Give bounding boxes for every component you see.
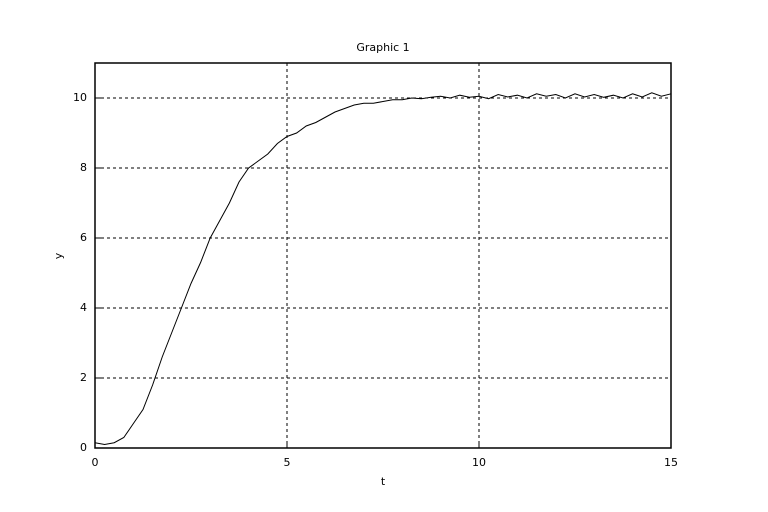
y-tick-label: 6 [80,231,87,244]
plot-frame [94,62,672,449]
x-tick-label: 10 [472,456,486,469]
y-axis-label: y [52,252,65,259]
y-tick-label: 10 [73,91,87,104]
y-tick-label: 8 [80,161,87,174]
x-axis-label: t [381,475,386,488]
x-tick-label: 15 [664,456,678,469]
data-line [94,92,672,446]
chart-title: Graphic 1 [356,41,409,54]
x-tick-label: 0 [92,456,99,469]
y-tick-label: 2 [80,371,87,384]
y-tick-label: 4 [80,301,87,314]
x-tick-label: 5 [284,456,291,469]
y-tick-label: 0 [80,441,87,454]
